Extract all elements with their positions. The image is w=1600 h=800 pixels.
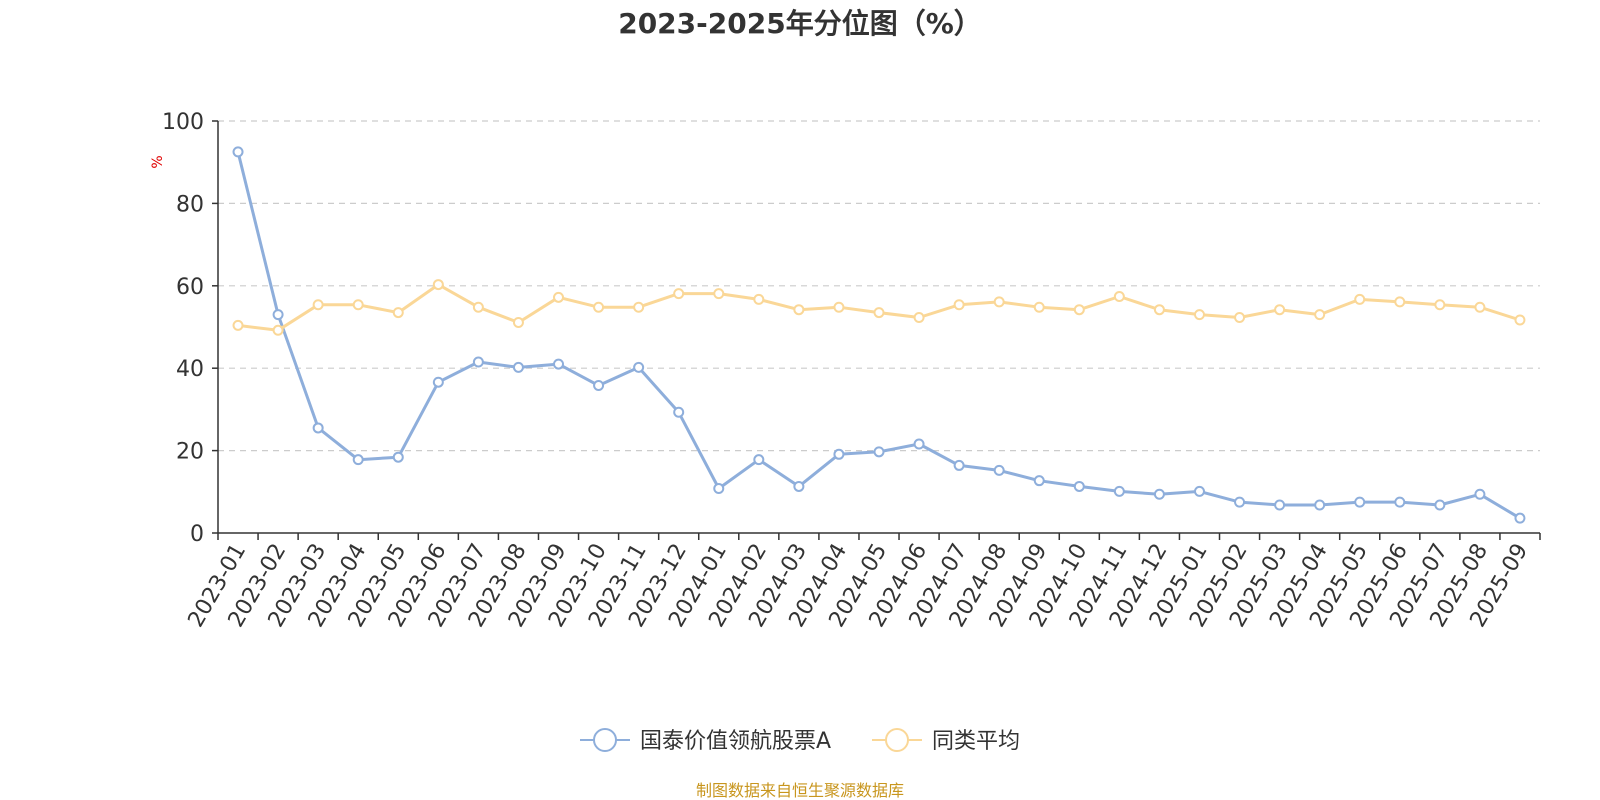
data-point <box>1153 304 1165 316</box>
data-source-note: 制图数据来自恒生聚源数据库 <box>696 781 904 800</box>
data-point <box>472 356 484 368</box>
data-point <box>272 309 284 321</box>
data-point <box>1113 291 1125 303</box>
data-point <box>1234 312 1246 324</box>
data-point <box>953 299 965 311</box>
data-point <box>312 299 324 311</box>
data-point <box>1314 309 1326 321</box>
data-point <box>793 480 805 492</box>
y-tick-label: 100 <box>162 110 204 135</box>
legend-item-0[interactable]: 国泰价值领航股票A <box>580 728 831 754</box>
grid-lines <box>218 120 1540 452</box>
legend[interactable]: 国泰价值领航股票A 同类平均 <box>580 728 1020 754</box>
data-point <box>1354 496 1366 508</box>
data-point <box>553 291 565 303</box>
data-point <box>1394 496 1406 508</box>
data-point <box>1434 299 1446 311</box>
x-tick-labels: 2023-012023-022023-032023-042023-052023-… <box>184 540 1534 632</box>
data-point <box>593 301 605 313</box>
y-axis-unit: % <box>150 155 166 168</box>
legend-label: 同类平均 <box>932 729 1020 754</box>
data-point <box>993 296 1005 308</box>
data-point <box>1514 314 1526 326</box>
data-point <box>232 319 244 331</box>
data-point <box>633 361 645 373</box>
data-point <box>1514 512 1526 524</box>
axes <box>212 120 1541 540</box>
data-point <box>753 293 765 305</box>
data-point <box>432 376 444 388</box>
data-point <box>472 301 484 313</box>
chart-title: 2023-2025年分位图（%） <box>618 7 982 40</box>
data-point <box>352 299 364 311</box>
legend-circle-icon <box>885 728 909 752</box>
data-point <box>1033 475 1045 487</box>
data-point <box>873 307 885 319</box>
data-point <box>793 304 805 316</box>
data-point <box>392 451 404 463</box>
data-point <box>352 454 364 466</box>
data-point <box>1153 488 1165 500</box>
data-point <box>1314 499 1326 511</box>
data-point <box>512 316 524 328</box>
data-point <box>713 288 725 300</box>
data-point <box>1033 301 1045 313</box>
data-point <box>953 459 965 471</box>
data-point <box>1434 499 1446 511</box>
data-point <box>593 380 605 392</box>
data-point <box>1073 480 1085 492</box>
series-lines <box>232 146 1526 524</box>
data-point <box>1354 293 1366 305</box>
y-tick-label: 40 <box>176 357 204 382</box>
legend-item-1[interactable]: 同类平均 <box>872 728 1020 754</box>
data-point <box>1394 296 1406 308</box>
data-point <box>833 448 845 460</box>
data-point <box>1274 499 1286 511</box>
data-point <box>432 279 444 291</box>
data-point <box>272 324 284 336</box>
data-point <box>1474 301 1486 313</box>
data-point <box>833 301 845 313</box>
legend-circle-icon <box>593 728 617 752</box>
legend-label: 国泰价值领航股票A <box>640 729 831 754</box>
data-point <box>1274 304 1286 316</box>
y-tick-label: 20 <box>176 440 204 465</box>
y-tick-labels: 0 20 40 60 80 100 <box>162 110 204 547</box>
data-point <box>1113 485 1125 497</box>
data-point <box>713 483 725 495</box>
series-line-0 <box>236 151 1521 520</box>
data-point <box>1073 304 1085 316</box>
data-point <box>913 438 925 450</box>
data-point <box>1193 309 1205 321</box>
data-point <box>633 301 645 313</box>
data-point <box>512 361 524 373</box>
data-point <box>673 406 685 418</box>
data-point <box>673 288 685 300</box>
data-point <box>1234 496 1246 508</box>
data-point <box>913 312 925 324</box>
data-point <box>1193 485 1205 497</box>
y-tick-label: 0 <box>190 522 204 547</box>
data-point <box>232 146 244 158</box>
y-tick-label: 80 <box>176 192 204 217</box>
data-point <box>553 358 565 370</box>
data-point <box>1474 488 1486 500</box>
data-point <box>312 422 324 434</box>
data-point <box>873 446 885 458</box>
data-point <box>753 454 765 466</box>
data-point <box>993 464 1005 476</box>
data-point <box>392 307 404 319</box>
y-tick-label: 60 <box>176 275 204 300</box>
